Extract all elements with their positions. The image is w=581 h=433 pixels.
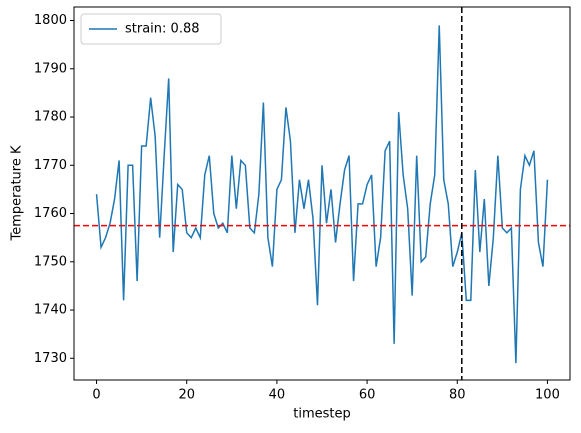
data-line [95, 25, 549, 364]
y-tick-label: 1770 [34, 158, 67, 173]
x-tick-label: 0 [92, 388, 100, 403]
x-tick-label: 80 [449, 388, 466, 403]
x-tick-label: 100 [535, 388, 560, 403]
y-tick-label: 1740 [34, 303, 67, 318]
x-axis-label: timestep [293, 407, 351, 422]
x-tick-label: 60 [359, 388, 376, 403]
y-tick-label: 1780 [34, 110, 67, 125]
x-tick-label: 20 [178, 388, 195, 403]
legend-box [80, 13, 222, 45]
y-tick-label: 1760 [34, 206, 67, 221]
y-tick-label: 1800 [34, 13, 67, 28]
legend-label: strain: 0.88 [125, 22, 200, 37]
y-axis-label: Temperature K [10, 145, 25, 241]
y-tick-label: 1750 [34, 254, 67, 269]
x-tick-label: 40 [269, 388, 286, 403]
plot-frame [73, 6, 571, 381]
y-tick-label: 1790 [34, 61, 67, 76]
y-tick-label: 1730 [34, 351, 67, 366]
